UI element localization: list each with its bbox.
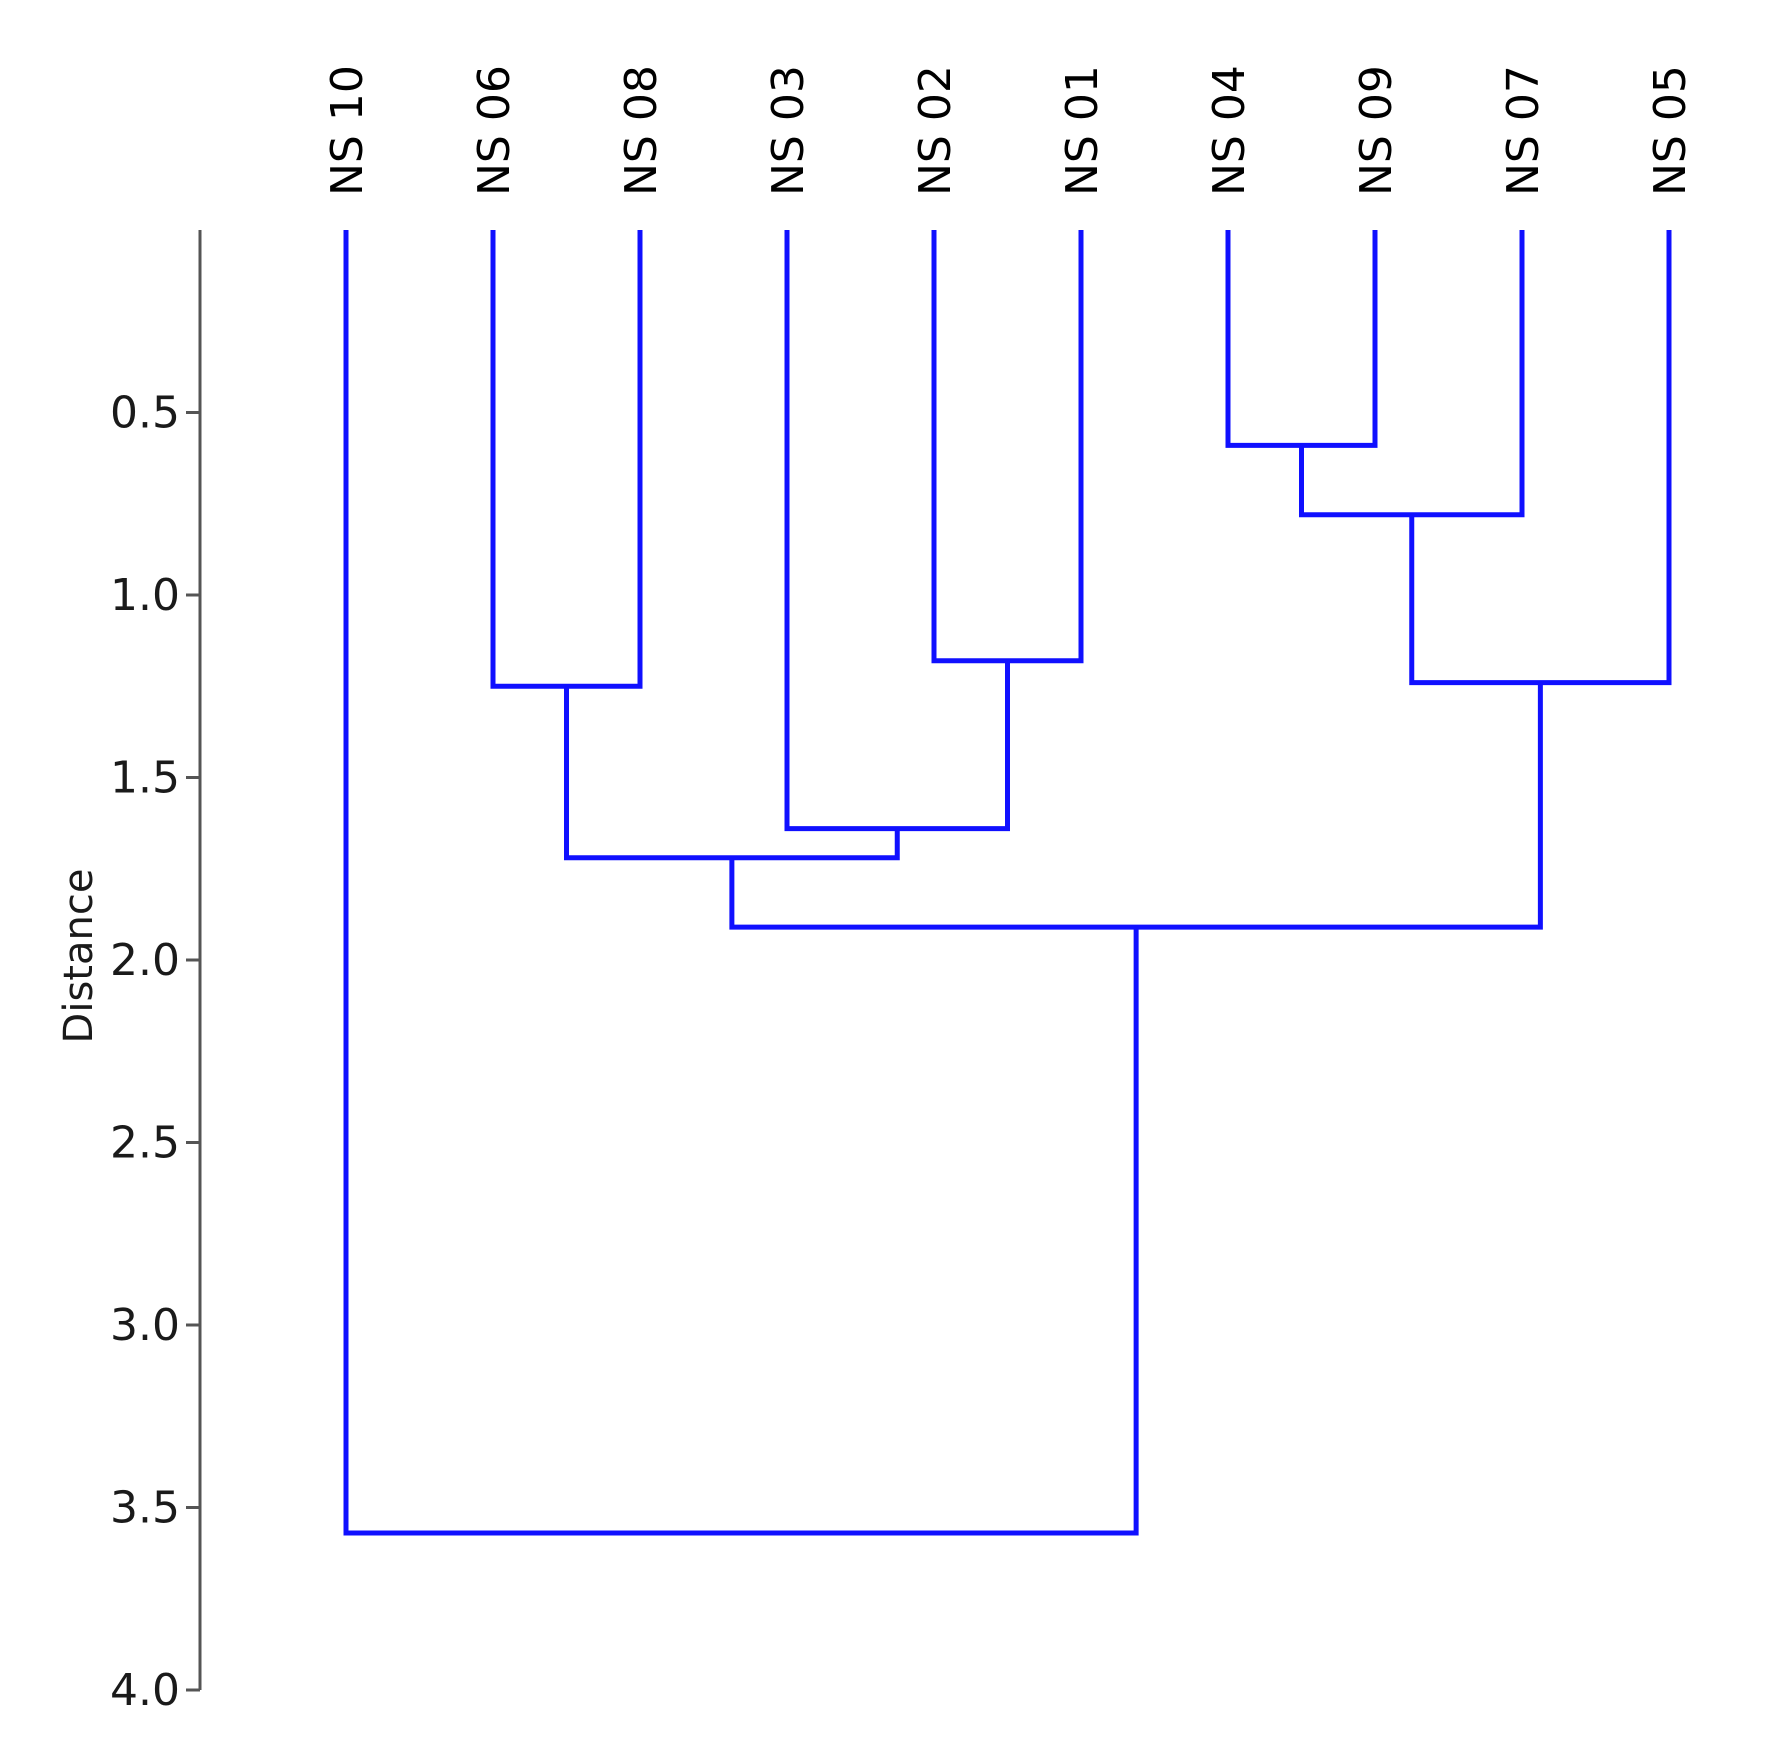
y-tick-label: 3.0 xyxy=(110,1300,180,1351)
leaf-label: NS 10 xyxy=(322,65,373,196)
y-tick-label: 3.5 xyxy=(110,1483,180,1534)
dendrogram-link xyxy=(1299,230,1525,518)
dendrogram-link xyxy=(564,686,900,861)
y-axis-ticks: 0.5 1.0 1.5 2.0 2.5 3.0 3.5 4.0 xyxy=(110,388,200,1716)
dendrogram-link xyxy=(784,230,1010,832)
dendrogram-link xyxy=(729,682,1543,930)
leaf-label: NS 05 xyxy=(1645,65,1696,196)
y-tick-label: 0.5 xyxy=(110,388,180,439)
leaf-label: NS 03 xyxy=(763,65,814,196)
y-tick-label: 2.0 xyxy=(110,935,180,986)
leaf-label: NS 01 xyxy=(1057,65,1108,196)
leaf-label: NS 08 xyxy=(616,65,667,196)
leaf-label: NS 04 xyxy=(1204,65,1255,196)
y-tick-label: 4.0 xyxy=(110,1665,180,1716)
dendrogram-link xyxy=(1409,230,1672,686)
dendrogram-links xyxy=(343,230,1672,1536)
y-tick-label: 2.5 xyxy=(110,1118,180,1169)
dendrogram-link xyxy=(1225,230,1378,448)
dendrogram-link xyxy=(490,230,643,689)
dendrogram-link xyxy=(343,230,1139,1536)
leaf-label: NS 09 xyxy=(1351,65,1402,196)
leaf-label: NS 07 xyxy=(1498,65,1549,196)
leaf-labels: NS 10 NS 06 NS 08 NS 03 NS 02 NS 01 NS 04 NS 09… xyxy=(322,65,1696,196)
y-tick-label: 1.0 xyxy=(110,570,180,621)
leaf-label: NS 02 xyxy=(910,65,961,196)
leaf-label: NS 06 xyxy=(469,65,520,196)
y-tick-label: 1.5 xyxy=(110,753,180,804)
y-axis-title: Distance xyxy=(56,869,102,1044)
dendrogram-link xyxy=(931,230,1084,664)
